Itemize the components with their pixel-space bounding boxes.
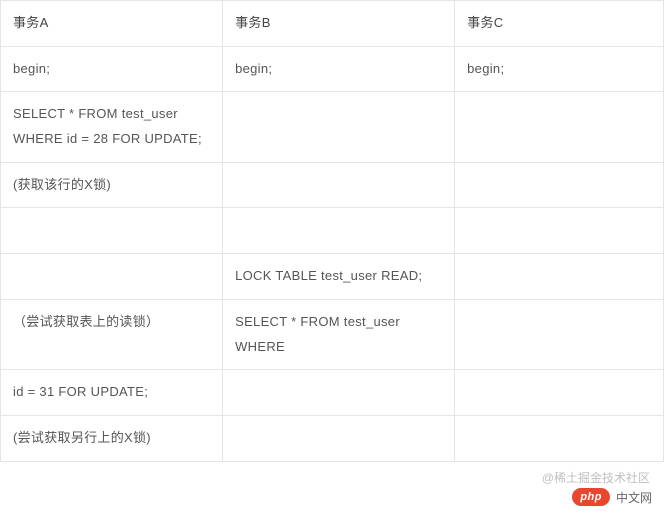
cell	[455, 299, 664, 369]
table-row: begin; begin; begin;	[1, 46, 664, 92]
table-row: SELECT * FROM test_user WHERE id = 28 FO…	[1, 92, 664, 162]
table-row: （尝试获取表上的读锁） SELECT * FROM test_user WHER…	[1, 299, 664, 369]
cell	[223, 208, 455, 254]
table-row: (获取该行的X锁)	[1, 162, 664, 208]
cell: (尝试获取另行上的X锁)	[1, 415, 223, 461]
cell: LOCK TABLE test_user READ;	[223, 254, 455, 300]
cell: (获取该行的X锁)	[1, 162, 223, 208]
table-row: (尝试获取另行上的X锁)	[1, 415, 664, 461]
transaction-table: 事务A 事务B 事务C begin; begin; begin; SELECT …	[0, 0, 664, 462]
cell	[455, 208, 664, 254]
php-badge: php	[572, 488, 610, 506]
cell: id = 31 FOR UPDATE;	[1, 370, 223, 416]
cell: begin;	[223, 46, 455, 92]
cell	[455, 92, 664, 162]
cell: （尝试获取表上的读锁）	[1, 299, 223, 369]
cell	[223, 370, 455, 416]
header-col-b: 事务B	[223, 1, 455, 47]
header-col-c: 事务C	[455, 1, 664, 47]
cell	[223, 92, 455, 162]
cell	[455, 370, 664, 416]
cell	[455, 254, 664, 300]
cell: SELECT * FROM test_user WHERE id = 28 FO…	[1, 92, 223, 162]
cell: begin;	[1, 46, 223, 92]
cell	[455, 162, 664, 208]
transaction-table-container: 事务A 事务B 事务C begin; begin; begin; SELECT …	[0, 0, 664, 462]
cell	[223, 162, 455, 208]
table-row: id = 31 FOR UPDATE;	[1, 370, 664, 416]
cell: begin;	[455, 46, 664, 92]
cell	[223, 415, 455, 461]
header-col-a: 事务A	[1, 1, 223, 47]
table-row: LOCK TABLE test_user READ;	[1, 254, 664, 300]
php-watermark: php 中文网	[572, 488, 652, 506]
cell	[455, 415, 664, 461]
php-site-text: 中文网	[616, 489, 652, 506]
cell	[1, 254, 223, 300]
community-watermark: @稀土掘金技术社区	[542, 469, 650, 486]
table-row	[1, 208, 664, 254]
cell	[1, 208, 223, 254]
cell: SELECT * FROM test_user WHERE	[223, 299, 455, 369]
table-header-row: 事务A 事务B 事务C	[1, 1, 664, 47]
